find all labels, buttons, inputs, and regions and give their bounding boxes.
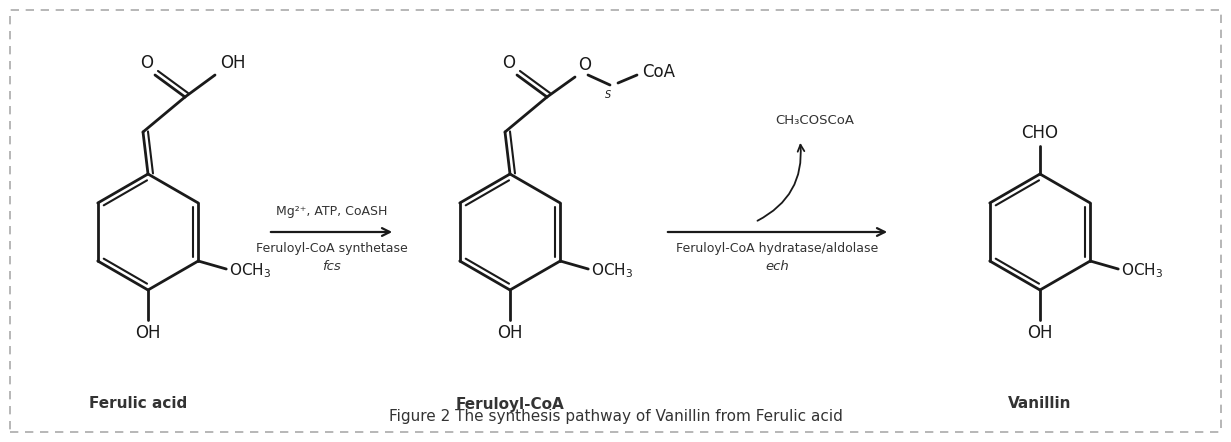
Text: CH₃COSCoA: CH₃COSCoA bbox=[776, 114, 854, 127]
Text: OH: OH bbox=[497, 324, 523, 342]
Text: OH: OH bbox=[220, 54, 245, 72]
Text: Feruloyl-CoA synthetase: Feruloyl-CoA synthetase bbox=[256, 242, 407, 255]
Text: Figure 2 The synthesis pathway of Vanillin from Ferulic acid: Figure 2 The synthesis pathway of Vanill… bbox=[389, 409, 842, 424]
Text: Ferulic acid: Ferulic acid bbox=[89, 396, 187, 412]
Text: $_S$: $_S$ bbox=[604, 87, 612, 101]
Text: CHO: CHO bbox=[1022, 124, 1059, 142]
Text: Feruloyl-CoA hydratase/aldolase: Feruloyl-CoA hydratase/aldolase bbox=[676, 242, 879, 255]
Text: OCH$_3$: OCH$_3$ bbox=[591, 262, 634, 280]
Text: fcs: fcs bbox=[323, 260, 341, 273]
Text: O: O bbox=[140, 54, 154, 72]
Text: Vanillin: Vanillin bbox=[1008, 396, 1072, 412]
Text: O: O bbox=[502, 54, 516, 72]
Text: OCH$_3$: OCH$_3$ bbox=[1121, 262, 1163, 280]
Text: OH: OH bbox=[1027, 324, 1053, 342]
Text: Feruloyl-CoA: Feruloyl-CoA bbox=[455, 396, 564, 412]
FancyArrowPatch shape bbox=[757, 145, 804, 221]
Text: OH: OH bbox=[135, 324, 161, 342]
Text: OCH$_3$: OCH$_3$ bbox=[229, 262, 271, 280]
Text: Mg²⁺, ATP, CoASH: Mg²⁺, ATP, CoASH bbox=[276, 205, 388, 218]
Text: ech: ech bbox=[766, 260, 789, 273]
Text: O: O bbox=[579, 56, 591, 74]
Text: CoA: CoA bbox=[643, 63, 675, 81]
